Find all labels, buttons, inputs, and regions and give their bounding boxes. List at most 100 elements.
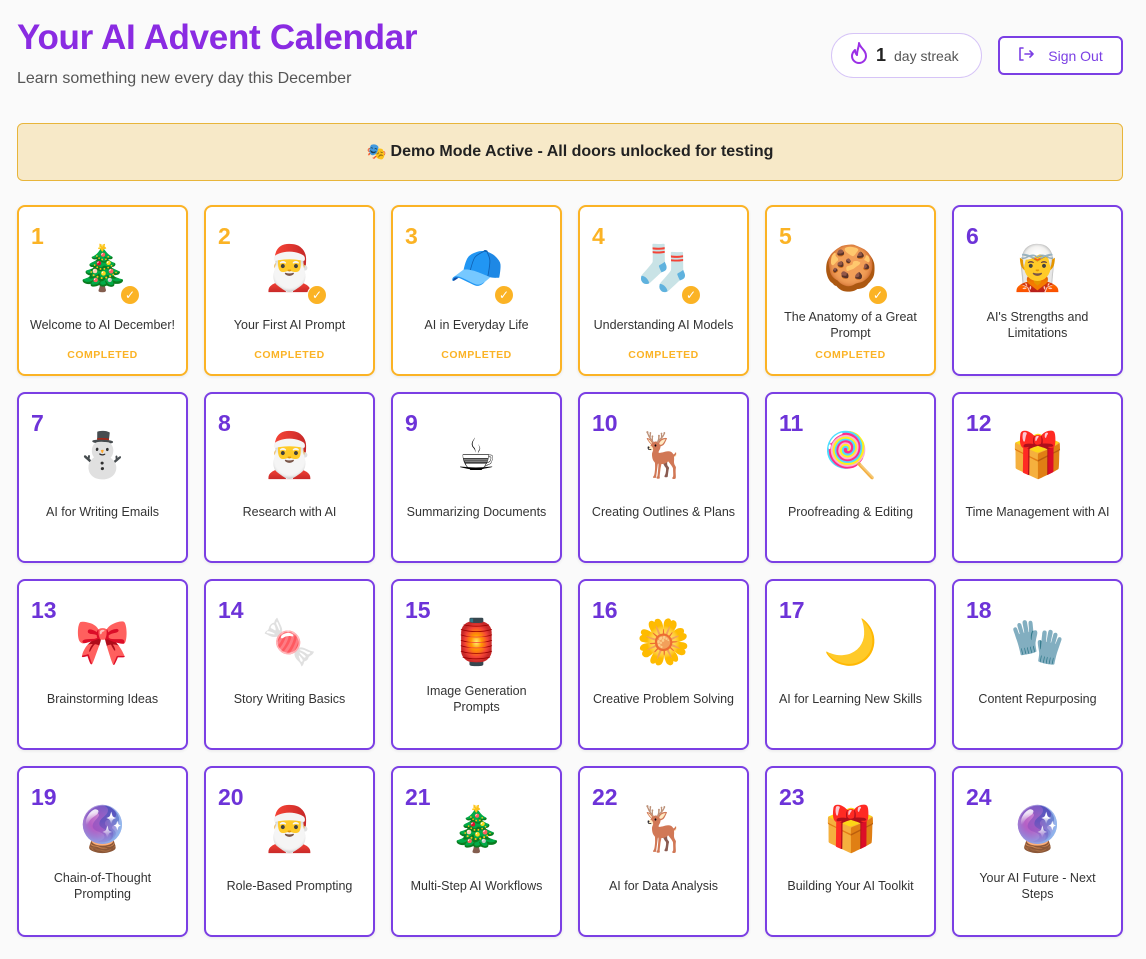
door-number: 12 <box>966 410 992 436</box>
door-title: Summarizing Documents <box>406 505 547 519</box>
calendar-grid: 1 🎄 Welcome to AI December! ✓ COMPLETED 2 … <box>17 205 1123 937</box>
door-number: 16 <box>592 597 618 623</box>
calendar-door-15[interactable]: 15 🏮 Image Generation Prompts <box>391 579 562 750</box>
door-title: Creative Problem Solving <box>592 692 735 706</box>
calendar-door-7[interactable]: 7 ⛄ AI for Writing Emails <box>17 392 188 563</box>
door-title: Image Generation Prompts <box>426 684 527 714</box>
streak-label: day streak <box>894 47 959 64</box>
status-badge: COMPLETED <box>628 349 699 361</box>
calendar-door-18[interactable]: 18 🧤 Content Repurposing <box>952 579 1123 750</box>
door-icon: 🦌 <box>636 805 691 854</box>
streak-badge: 1 day streak <box>831 33 982 78</box>
door-number: 22 <box>592 784 618 810</box>
sign-out-icon <box>1018 47 1035 64</box>
door-number: 5 <box>779 223 792 249</box>
calendar-door-23[interactable]: 23 🎁 Building Your AI Toolkit <box>765 766 936 937</box>
door-title: Chain-of-Thought Prompting <box>53 871 152 901</box>
door-title: Understanding AI Models <box>593 318 734 332</box>
calendar-door-9[interactable]: 9 ☕ Summarizing Documents <box>391 392 562 563</box>
door-number: 11 <box>779 410 804 436</box>
calendar-door-1[interactable]: 1 🎄 Welcome to AI December! ✓ COMPLETED <box>17 205 188 376</box>
status-badge: COMPLETED <box>67 349 138 361</box>
door-number: 3 <box>405 223 418 249</box>
calendar-door-24[interactable]: 24 🔮 Your AI Future - Next Steps <box>952 766 1123 937</box>
door-number: 1 <box>31 223 44 249</box>
demo-mode-text: Demo Mode Active - All doors unlocked fo… <box>390 143 774 160</box>
calendar-door-8[interactable]: 8 🎅 Research with AI <box>204 392 375 563</box>
door-icon: 🎀 <box>75 618 130 667</box>
calendar-door-10[interactable]: 10 🦌 Creating Outlines & Plans <box>578 392 749 563</box>
flame-icon <box>850 41 868 70</box>
door-number: 17 <box>779 597 805 623</box>
calendar-door-11[interactable]: 11 🍭 Proofreading & Editing <box>765 392 936 563</box>
streak-count: 1 <box>876 45 887 65</box>
calendar-door-5[interactable]: 5 🍪 The Anatomy of a Great Prompt ✓ COMPL… <box>765 205 936 376</box>
door-number: 15 <box>405 597 431 623</box>
door-number: 19 <box>31 784 57 810</box>
door-title: AI in Everyday Life <box>424 318 529 332</box>
door-icon: 🧝 <box>1010 244 1065 293</box>
door-number: 20 <box>218 784 244 810</box>
check-icon: ✓ <box>307 285 327 305</box>
calendar-door-17[interactable]: 17 🌙 AI for Learning New Skills <box>765 579 936 750</box>
door-icon: 🌙 <box>823 618 878 667</box>
sign-out-label: Sign Out <box>1048 47 1103 64</box>
door-title: AI for Writing Emails <box>46 505 159 519</box>
door-icon: 🌼 <box>636 618 691 667</box>
door-title: Content Repurposing <box>978 692 1097 706</box>
calendar-door-14[interactable]: 14 🍬 Story Writing Basics <box>204 579 375 750</box>
calendar-door-16[interactable]: 16 🌼 Creative Problem Solving <box>578 579 749 750</box>
door-icon: 🎄 <box>75 244 130 293</box>
calendar-door-13[interactable]: 13 🎀 Brainstorming Ideas <box>17 579 188 750</box>
door-number: 8 <box>218 410 231 436</box>
door-title: Your First AI Prompt <box>233 318 346 332</box>
door-icon: 🎁 <box>823 805 878 854</box>
calendar-door-6[interactable]: 6 🧝 AI's Strengths and Limitations <box>952 205 1123 376</box>
calendar-door-20[interactable]: 20 🎅 Role-Based Prompting <box>204 766 375 937</box>
door-title: Proofreading & Editing <box>787 505 914 519</box>
door-number: 24 <box>966 784 992 810</box>
door-icon: 🦌 <box>636 431 691 480</box>
door-title: AI for Data Analysis <box>608 879 719 893</box>
status-badge: COMPLETED <box>254 349 325 361</box>
check-icon: ✓ <box>494 285 514 305</box>
door-title: The Anatomy of a Great Prompt <box>784 310 917 340</box>
door-title: Story Writing Basics <box>233 692 346 706</box>
calendar-door-3[interactable]: 3 🧢 AI in Everyday Life ✓ COMPLETED <box>391 205 562 376</box>
door-icon: 🧢 <box>449 244 504 293</box>
door-title: Research with AI <box>242 505 337 519</box>
door-title: Role-Based Prompting <box>226 879 353 893</box>
door-icon: 🍬 <box>262 618 317 667</box>
door-icon: 🍭 <box>823 431 878 480</box>
theater-masks-icon: 🎭 <box>366 144 387 161</box>
door-icon: 🎄 <box>449 805 504 854</box>
door-title: AI's Strengths and Limitations <box>986 310 1089 340</box>
door-number: 7 <box>31 410 44 436</box>
calendar-door-12[interactable]: 12 🎁 Time Management with AI <box>952 392 1123 563</box>
door-number: 18 <box>966 597 992 623</box>
door-icon: 🔮 <box>1010 805 1065 854</box>
status-badge: COMPLETED <box>441 349 512 361</box>
door-icon: 🏮 <box>449 618 504 667</box>
door-title: Time Management with AI <box>965 505 1110 519</box>
door-title: Creating Outlines & Plans <box>591 505 736 519</box>
door-number: 21 <box>405 784 431 810</box>
check-icon: ✓ <box>120 285 140 305</box>
door-title: Multi-Step AI Workflows <box>410 879 543 893</box>
calendar-door-4[interactable]: 4 🧦 Understanding AI Models ✓ COMPLETED <box>578 205 749 376</box>
demo-mode-banner: 🎭 Demo Mode Active - All doors unlocked … <box>17 123 1123 181</box>
door-number: 23 <box>779 784 805 810</box>
door-number: 14 <box>218 597 244 623</box>
door-number: 9 <box>405 410 418 436</box>
calendar-door-22[interactable]: 22 🦌 AI for Data Analysis <box>578 766 749 937</box>
page-subtitle: Learn something new every day this Decem… <box>17 70 352 87</box>
door-title: Building Your AI Toolkit <box>787 879 914 893</box>
door-number: 4 <box>592 223 605 249</box>
calendar-door-19[interactable]: 19 🔮 Chain-of-Thought Prompting <box>17 766 188 937</box>
status-badge: COMPLETED <box>815 349 886 361</box>
calendar-door-21[interactable]: 21 🎄 Multi-Step AI Workflows <box>391 766 562 937</box>
door-icon: 🎅 <box>262 805 317 854</box>
sign-out-button[interactable]: Sign Out <box>998 36 1123 75</box>
page-title: Your AI Advent Calendar <box>17 18 418 57</box>
calendar-door-2[interactable]: 2 🎅 Your First AI Prompt ✓ COMPLETED <box>204 205 375 376</box>
